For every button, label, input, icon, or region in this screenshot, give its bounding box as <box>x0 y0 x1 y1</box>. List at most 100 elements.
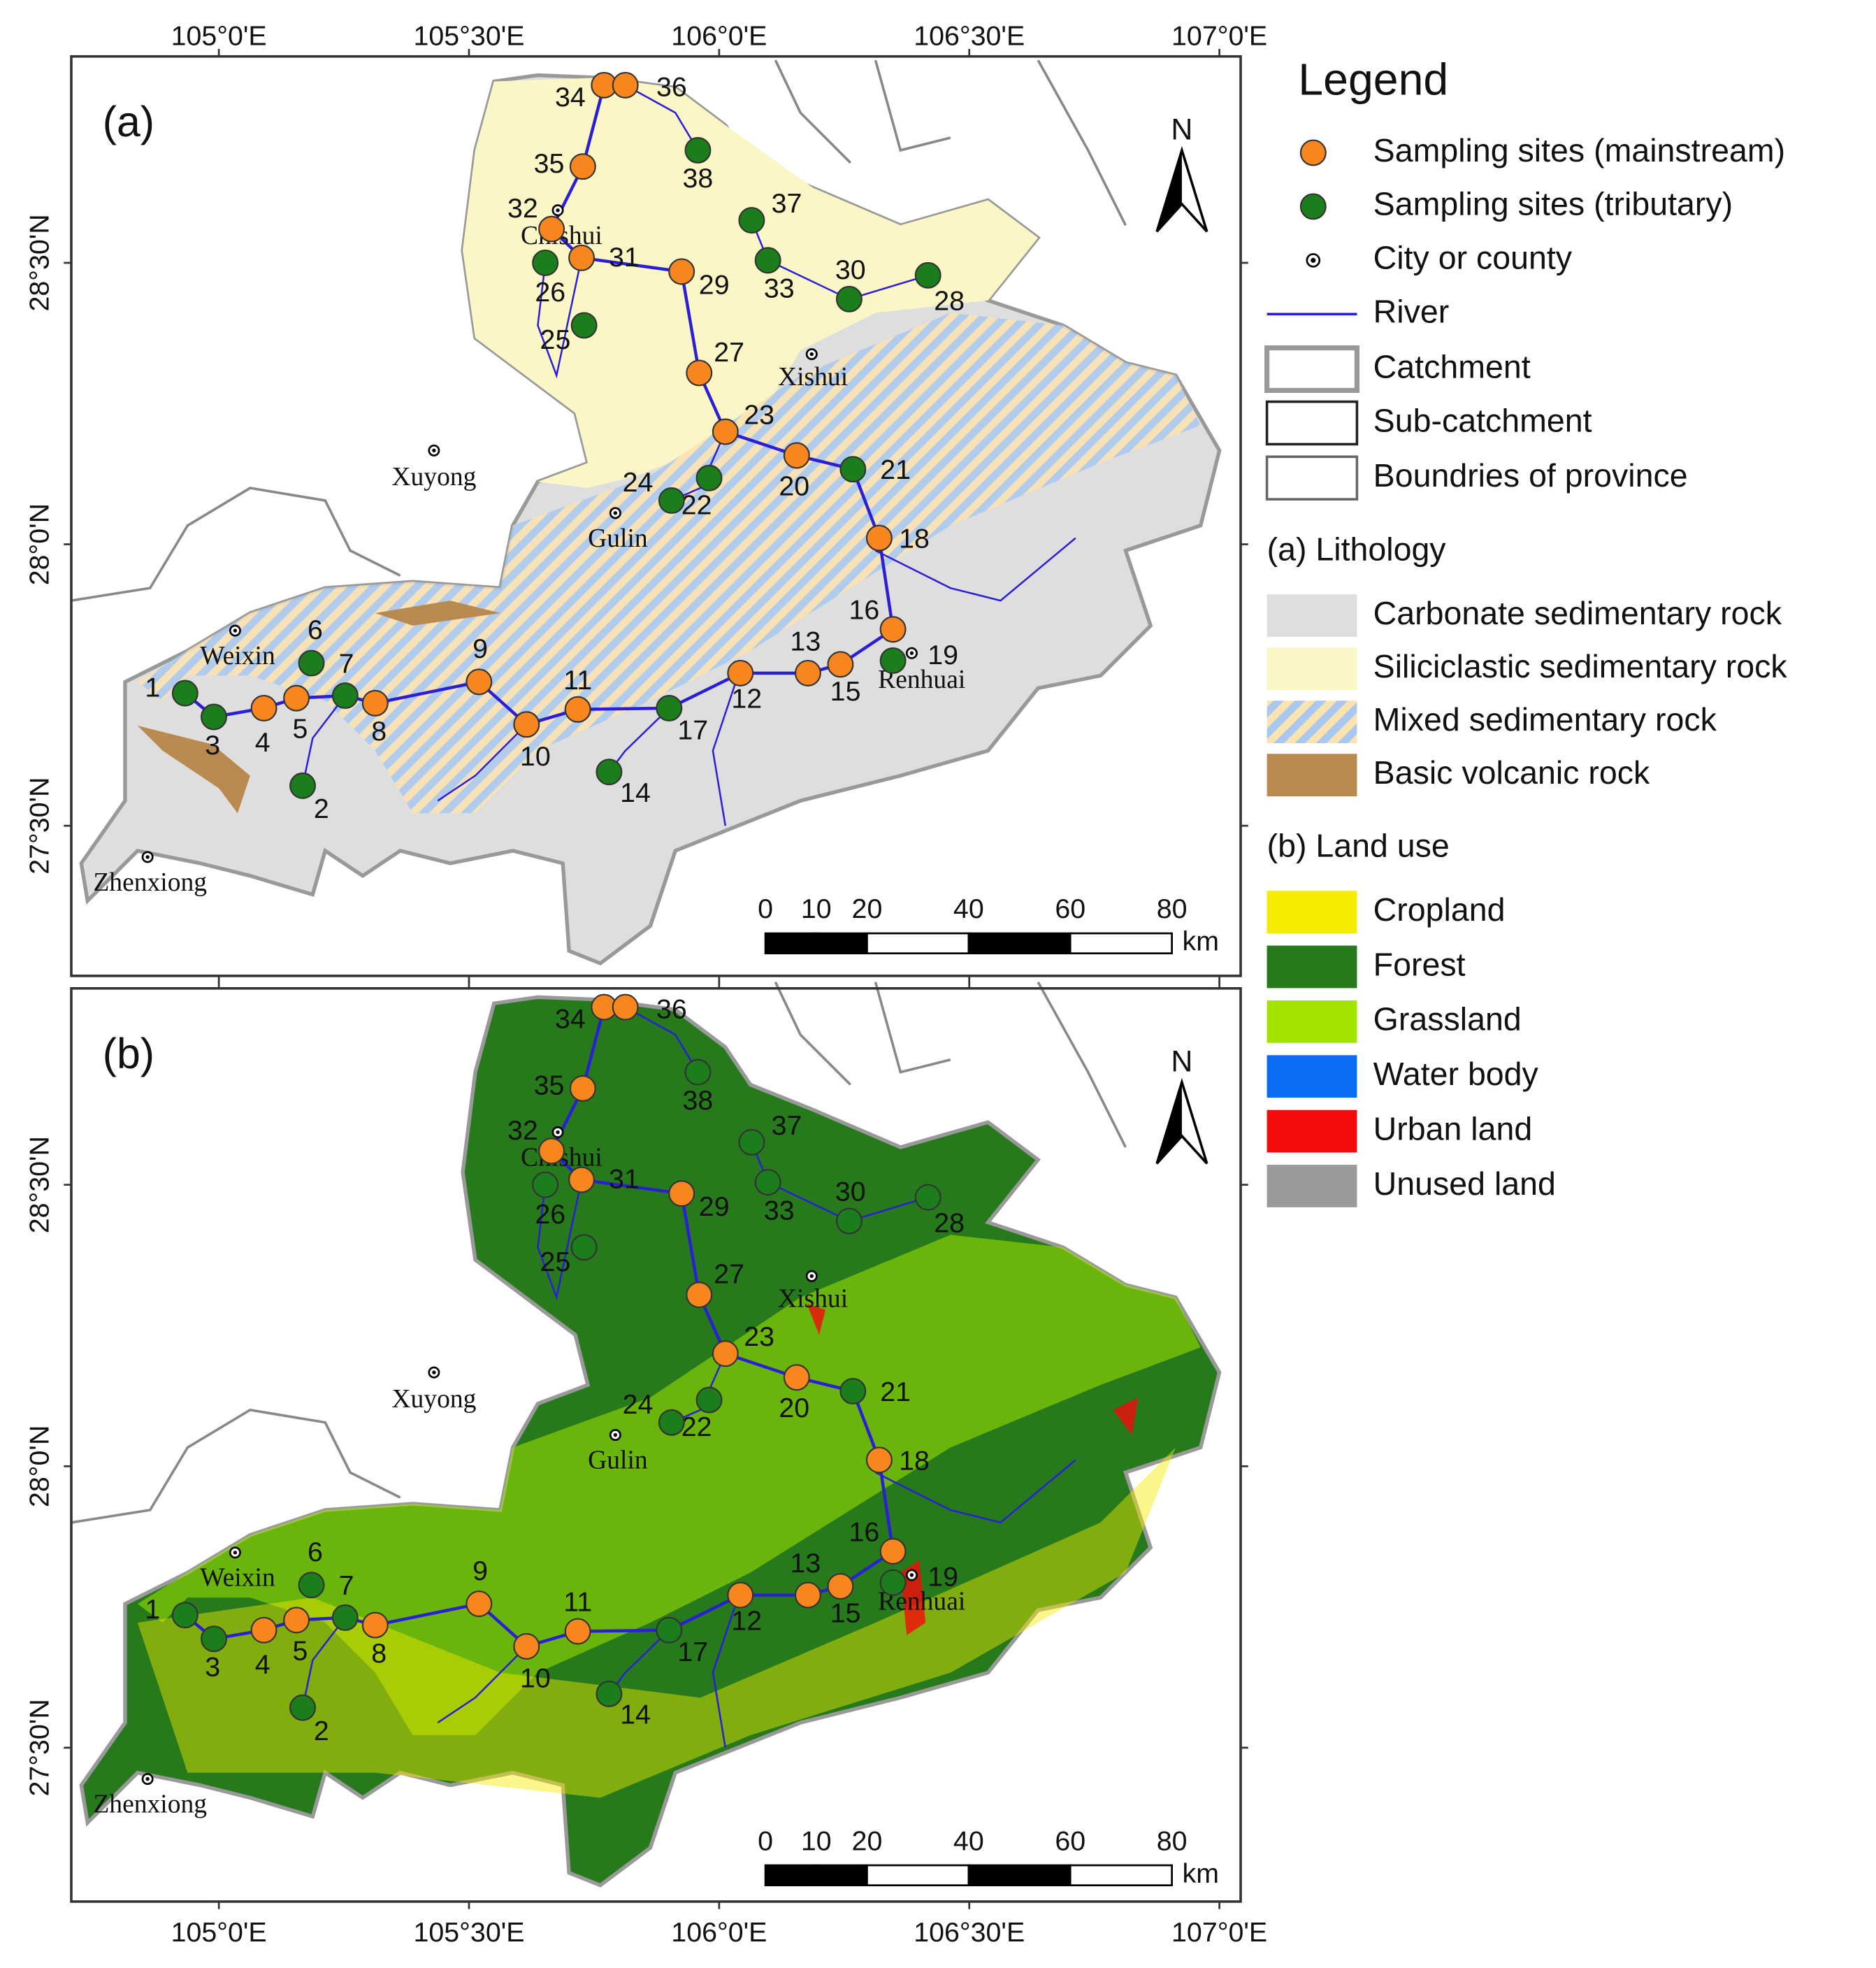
sampling-site <box>612 71 639 99</box>
legend-swatch <box>1267 754 1357 797</box>
site-label: 8 <box>371 1638 387 1669</box>
panel-frame <box>70 55 1242 977</box>
sampling-site <box>865 524 893 552</box>
site-label: 35 <box>534 148 565 179</box>
river <box>437 1646 526 1724</box>
scale-segment <box>967 1864 1072 1887</box>
sampling-site <box>298 1572 325 1599</box>
sampling-site <box>569 1075 596 1102</box>
site-label: 27 <box>714 337 744 368</box>
panel-label: (a) <box>103 98 154 145</box>
sampling-site <box>568 244 596 271</box>
site-label: 22 <box>681 1412 712 1442</box>
sampling-site <box>827 1573 854 1600</box>
river <box>874 1459 1076 1524</box>
site-label: 3 <box>205 1652 220 1683</box>
legend-symbol <box>1299 139 1327 166</box>
river <box>625 1006 699 1073</box>
scale-segment <box>1069 1864 1173 1887</box>
site-label: 10 <box>520 741 551 772</box>
volcanic-area <box>137 601 500 814</box>
scale-label: 80 <box>1157 1825 1188 1856</box>
sampling-site <box>564 696 591 723</box>
site-label: 30 <box>835 1177 866 1207</box>
legend-label: City or county <box>1373 240 1573 276</box>
sampling-site <box>289 772 316 799</box>
sampling-site <box>835 1207 863 1235</box>
sampling-site <box>668 1180 695 1207</box>
sampling-site <box>835 285 863 313</box>
scale-segment <box>866 932 970 955</box>
site-label: 38 <box>683 163 714 194</box>
sampling-site <box>596 759 623 786</box>
site-label: 29 <box>699 1191 730 1222</box>
legend-label: Cropland <box>1373 891 1506 928</box>
sampling-site <box>569 153 596 180</box>
site-label: 16 <box>849 595 880 626</box>
site-label: 33 <box>764 1195 795 1226</box>
sampling-site <box>686 1281 713 1309</box>
sampling-site <box>727 659 754 687</box>
site-label: 19 <box>928 1562 958 1593</box>
province-boundary <box>71 59 1127 602</box>
scale-label: 20 <box>852 1825 883 1856</box>
river <box>751 1142 929 1222</box>
sampling-site <box>684 1058 712 1086</box>
scale-label: 0 <box>758 1825 773 1856</box>
legend-label: Sampling sites (mainstream) <box>1373 132 1785 168</box>
site-label: 38 <box>683 1085 714 1116</box>
sampling-site <box>686 359 713 387</box>
legend-symbol <box>1265 455 1359 501</box>
sampling-site <box>201 703 227 731</box>
site-label: 5 <box>292 1635 308 1666</box>
river <box>712 675 739 826</box>
legend-section: (a) Lithology <box>1267 531 1447 568</box>
legend-label: Siliciclastic sedimentary rock <box>1373 648 1788 684</box>
site-label: 6 <box>308 615 323 645</box>
sampling-site <box>331 682 359 710</box>
scale-unit: km <box>1183 926 1219 957</box>
sampling-site <box>695 464 723 491</box>
site-label: 6 <box>308 1537 323 1567</box>
city-marker-dot <box>613 1432 618 1437</box>
city-label: Xishui <box>778 1285 848 1314</box>
sampling-site <box>684 136 712 164</box>
site-label: 17 <box>677 714 708 745</box>
sampling-site <box>361 1611 389 1639</box>
scale-segment <box>815 1864 868 1887</box>
city-marker-dot <box>556 208 560 213</box>
lat-label: 28°0'N <box>24 503 55 585</box>
scale-segment <box>815 932 868 955</box>
site-label: 31 <box>609 1164 640 1195</box>
site-label: 30 <box>835 254 866 285</box>
scale-label: 0 <box>758 893 773 924</box>
sampling-site <box>783 1364 810 1391</box>
sampling-site <box>754 247 781 274</box>
legend-swatch <box>1267 1000 1357 1043</box>
site-label: 37 <box>772 188 802 219</box>
river <box>301 1617 346 1708</box>
site-label: 31 <box>609 242 640 273</box>
scale-unit: km <box>1183 1858 1219 1889</box>
sampling-site <box>283 1607 310 1634</box>
legend-label: Unused land <box>1373 1165 1556 1202</box>
legend-title: Legend <box>1298 54 1448 104</box>
site-label: 34 <box>555 1004 586 1035</box>
sampling-site <box>171 1602 199 1629</box>
lat-label: 28°0'N <box>24 1425 55 1507</box>
river <box>712 1597 739 1748</box>
lat-label: 27°30'N <box>24 777 55 875</box>
sampling-site <box>570 1234 598 1261</box>
legend-swatch <box>1267 594 1357 637</box>
sampling-site <box>754 1169 781 1196</box>
city-marker-dot <box>432 1370 436 1374</box>
lon-label: 105°0'E <box>171 1917 267 1948</box>
legend: Legend Sampling sites (mainstream) Samplin… <box>1264 54 1788 1207</box>
city-label: Zhenxiong <box>93 868 207 897</box>
north-label: N <box>1171 113 1192 146</box>
river <box>874 537 1076 602</box>
sampling-site <box>879 616 907 643</box>
sampling-site <box>738 207 765 234</box>
site-label: 12 <box>731 684 762 714</box>
